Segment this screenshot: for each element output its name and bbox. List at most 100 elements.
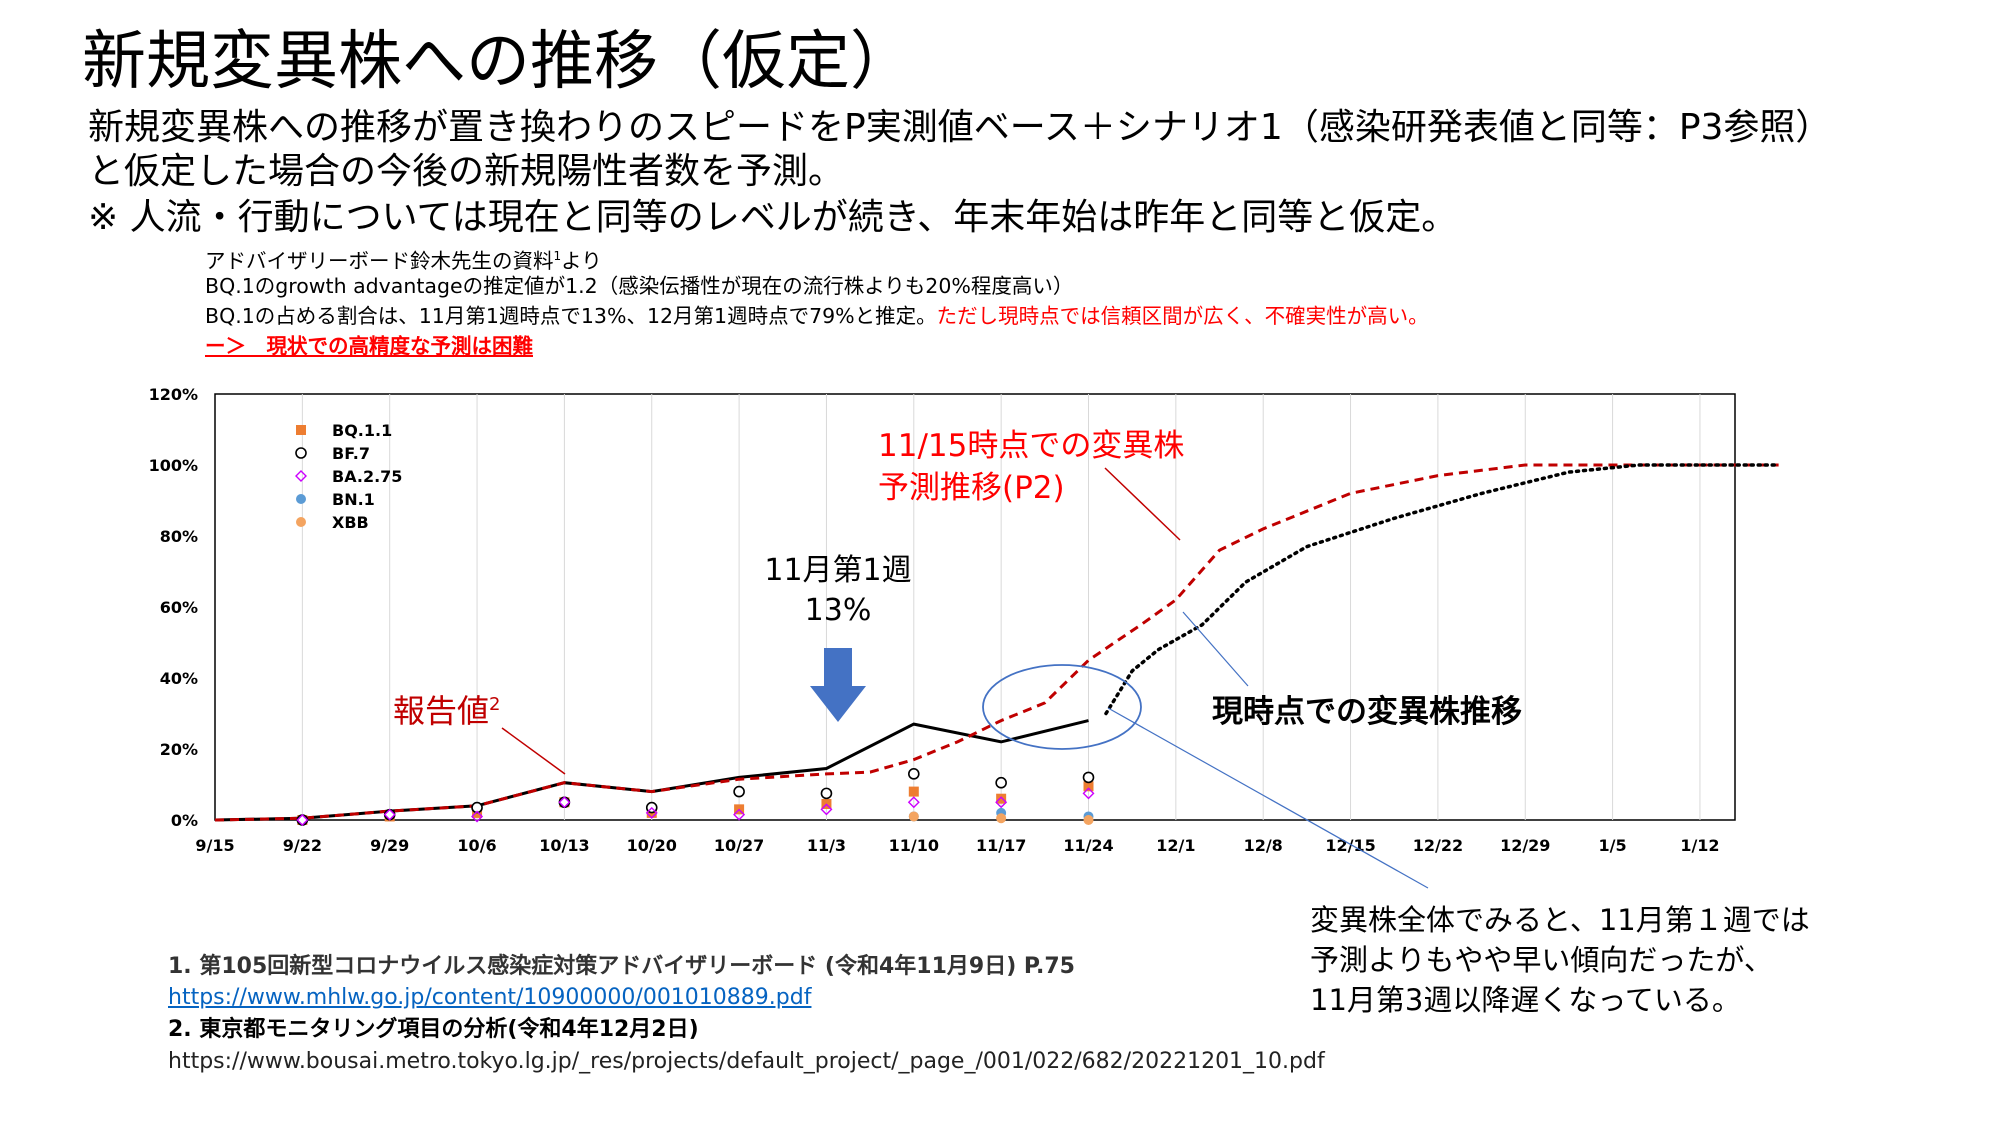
legend-label: BF.7: [332, 444, 370, 463]
x-axis-ticks: 9/15 9/22 9/29 10/6 10/13 10/20 10/27 11/3 11/10…: [195, 836, 1719, 855]
y-tick-label: 20%: [160, 740, 198, 759]
current-callout-line: [1182, 611, 1249, 687]
y-tick-label: 40%: [160, 669, 198, 688]
y-axis-ticks: 0% 20% 40% 60% 80% 100% 120%: [149, 385, 198, 830]
week-label-line-1: 11月第1週: [764, 553, 911, 588]
legend-label: BN.1: [332, 490, 375, 509]
point-xbb: [996, 813, 1007, 824]
scatter-points: [296, 768, 1095, 826]
source-note-black: BQ.1の占める割合は、11月第1週時点で13%、12月第1週時点で79%と推定…: [205, 304, 937, 328]
source-note-line-1: アドバイザリーボード鈴木先生の資料1より: [205, 242, 602, 275]
lead-text-line-3: ※ 人流・行動については現在と同等のレベルが続き、年末年始は昨年と同等と仮定。: [88, 197, 1458, 238]
legend-marker-xbb: [296, 517, 306, 527]
page-title: 新規変異株への推移（仮定）: [82, 25, 914, 99]
forecast-label-line-2: 予測推移(P2): [878, 470, 1065, 506]
y-tick-label: 80%: [160, 527, 198, 546]
footnote-1-link[interactable]: https://www.mhlw.go.jp/content/10900000/…: [168, 985, 812, 1010]
forecast-label-line-1: 11/15時点での変異株: [878, 428, 1184, 464]
point-bf-7: [995, 776, 1007, 789]
point-bf-7: [1082, 771, 1095, 784]
point-ba-2-75: [907, 796, 920, 809]
point-ba-2-75: [383, 808, 396, 821]
y-tick-label: 100%: [149, 456, 198, 475]
point-ba-2-75: [645, 806, 658, 819]
point-ba-2-75: [296, 814, 309, 826]
point-xbb: [1083, 815, 1094, 825]
x-tick-label: 12/1: [1156, 836, 1195, 855]
summary-note-line-2: 予測よりもやや早い傾向だったが、: [1310, 943, 1773, 977]
x-tick-label: 11/10: [889, 836, 939, 855]
x-tick-label: 12/22: [1413, 836, 1463, 855]
dashed-series-line: [214, 463, 1779, 822]
legend-label: XBB: [332, 513, 369, 532]
reported-callout-line: [501, 727, 566, 775]
highlight-ellipse: [982, 664, 1142, 750]
y-tick-label: 0%: [171, 811, 198, 830]
down-arrow-icon: [810, 648, 866, 722]
x-tick-label: 9/15: [195, 836, 234, 855]
conclusion-text: ー＞ 現状での高精度な予測は困難: [205, 334, 533, 358]
y-tick-label: 60%: [160, 598, 198, 617]
x-tick-label: 10/6: [457, 836, 496, 855]
legend-label: BQ.1.1: [332, 421, 392, 440]
legend-marker-bf-7: [295, 447, 307, 459]
point-bq-1-1: [996, 793, 1007, 804]
x-tick-label: 12/8: [1244, 836, 1283, 855]
lead-text-line-2: と仮定した場合の今後の新規陽性者数を予測。: [88, 151, 845, 192]
source-note-text-end: より: [561, 248, 602, 273]
x-tick-label: 12/29: [1500, 836, 1550, 855]
point-ba-2-75: [820, 803, 833, 816]
source-note-text: アドバイザリーボード鈴木先生の資料: [205, 248, 554, 273]
legend-marker-bn-1: [296, 494, 306, 504]
source-note-line-2: BQ.1のgrowth advantageの推定値が1.2（感染伝播性が現在の流…: [205, 274, 1074, 298]
summary-note-line-3: 11月第3週以降遅くなっている。: [1310, 983, 1741, 1017]
summary-note: 変異株全体でみると、11月第１週では 予測よりもやや早い傾向だったが、 11月第…: [1310, 900, 1970, 1020]
point-ba-2-75: [995, 796, 1008, 809]
reported-value-label: 報告値2: [393, 692, 500, 730]
legend: BQ.1.1 BF.7 BA.2.75 BN.1 XBB: [295, 421, 402, 532]
point-bq-1-1: [1083, 781, 1094, 792]
point-bf-7: [907, 768, 920, 780]
point-xbb: [908, 811, 919, 822]
x-tick-label: 11/17: [976, 836, 1026, 855]
legend-marker-bq-1-1: [296, 425, 306, 435]
point-bf-7: [471, 801, 483, 814]
x-tick-label: 9/22: [283, 836, 322, 855]
point-ba-2-75: [471, 810, 484, 823]
note-callout-line: [1107, 707, 1429, 889]
reported-label-text: 報告値: [393, 692, 489, 730]
x-tick-label: 9/29: [370, 836, 409, 855]
x-tick-label: 12/15: [1325, 836, 1375, 855]
point-bq-1-1: [908, 786, 919, 797]
source-note-line-3: BQ.1の占める割合は、11月第1週時点で13%、12月第1週時点で79%と推定…: [205, 302, 1429, 330]
footnote-ref-2: 2: [489, 694, 500, 715]
x-tick-label: 1/12: [1680, 836, 1719, 855]
footnote-2-url: https://www.bousai.metro.tokyo.lg.jp/_re…: [168, 1049, 1325, 1074]
forecast-callout-line: [1104, 467, 1181, 541]
legend-label: BA.2.75: [332, 467, 402, 486]
point-ba-2-75: [558, 796, 571, 809]
summary-note-line-1: 変異株全体でみると、11月第１週では: [1310, 903, 1810, 937]
footnote-2: 2. 東京都モニタリング項目の分析(令和4年12月2日): [168, 1017, 699, 1042]
series-lines: [214, 463, 1781, 822]
week-label-line-2: 13%: [805, 593, 872, 628]
plot-area-border: [214, 393, 1736, 821]
point-bf-7: [733, 785, 745, 798]
point-ba-2-75: [733, 808, 746, 821]
x-tick-label: 10/27: [714, 836, 764, 855]
legend-marker-ba-2-75: [295, 470, 307, 482]
x-tick-label: 10/13: [539, 836, 589, 855]
uncertainty-warning: ただし現時点では信頼区間が広く、不確実性が高い。: [936, 304, 1429, 328]
current-trend-label: 現時点での変異株推移: [1212, 694, 1522, 730]
footnote-1: 1. 第105回新型コロナウイルス感染症対策アドバイザリーボード (令和4年11…: [168, 954, 1075, 979]
point-ba-2-75: [1082, 787, 1095, 800]
lead-text-line-1: 新規変異株への推移が置き換わりのスピードをP実測値ベース＋シナリオ1（感染研発表…: [88, 107, 1832, 148]
point-bf-7: [820, 787, 833, 800]
x-tick-label: 10/20: [627, 836, 677, 855]
x-tick-label: 1/5: [1599, 836, 1627, 855]
x-tick-label: 11/3: [807, 836, 846, 855]
point-bf-7: [383, 808, 396, 821]
point-bf-7: [558, 796, 571, 809]
y-tick-label: 120%: [149, 385, 198, 404]
